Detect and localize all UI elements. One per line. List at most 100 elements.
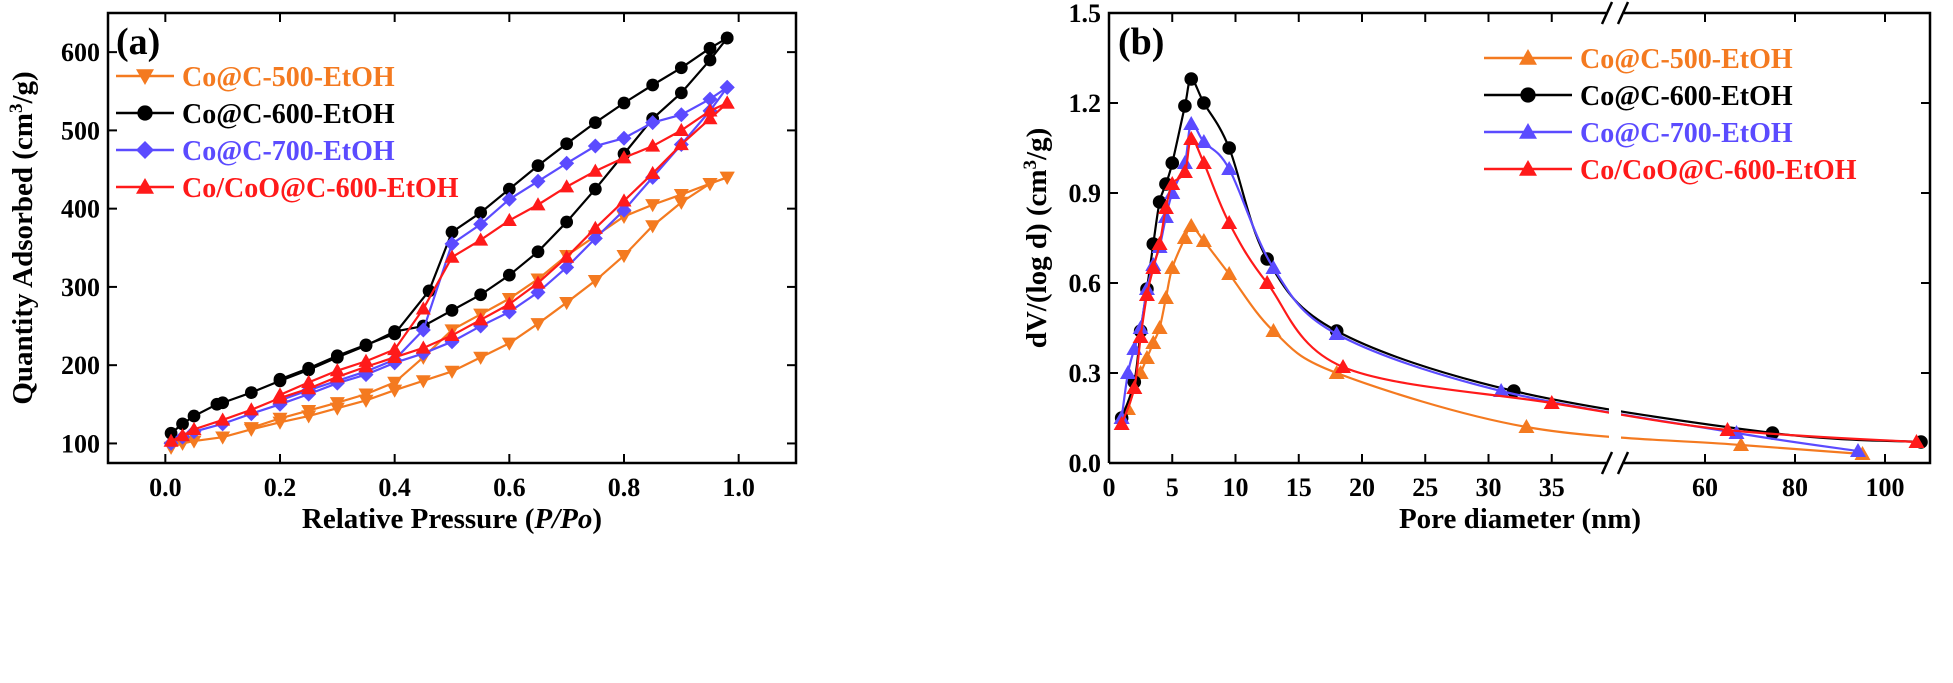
x-tick-label: 0.0 <box>149 473 182 502</box>
point-co-coo-c-600-etoh <box>329 363 345 377</box>
point-co-c-600-etoh <box>1197 96 1211 110</box>
point-co-c-500-etoh <box>645 199 661 213</box>
point-co-c-700-etoh <box>719 79 735 95</box>
point-co-c-500-etoh <box>501 337 517 351</box>
point-co-c-700-etoh <box>1157 209 1174 223</box>
point-co-c-500-etoh <box>186 435 202 449</box>
legend-label-co-coo-c-600-etoh: Co/CoO@C-600-EtOH <box>1580 155 1857 186</box>
point-co-c-600-etoh <box>502 268 516 282</box>
point-co-coo-c-600-etoh <box>1151 236 1168 250</box>
point-co-coo-c-600-etoh <box>719 95 735 109</box>
point-co-c-600-etoh <box>703 53 717 67</box>
point-co-coo-c-600-etoh <box>186 421 202 435</box>
point-co-c-700-etoh <box>1265 260 1282 274</box>
point-co-coo-c-600-etoh <box>559 179 575 193</box>
x-tick-label: 5 <box>1166 473 1179 502</box>
axis-break-slash <box>1600 1 1614 25</box>
point-co-c-600-etoh <box>674 61 688 75</box>
point-co-c-600-etoh <box>474 288 488 302</box>
point-co-coo-c-600-etoh <box>1176 164 1193 178</box>
point-co-coo-c-600-etoh <box>673 136 689 151</box>
panel-a-ylabel-sup: 3 <box>6 104 27 114</box>
point-co-c-500-etoh <box>215 431 231 445</box>
point-co-c-500-etoh <box>1145 335 1162 349</box>
point-co-c-600-etoh <box>588 116 602 129</box>
point-co-c-700-etoh <box>616 202 632 218</box>
point-co-coo-c-600-etoh <box>272 387 288 401</box>
point-co-c-700-etoh <box>415 322 431 338</box>
axis-break-slash <box>1616 1 1630 25</box>
point-co-coo-c-600-etoh <box>1908 434 1925 448</box>
point-co-c-700-etoh <box>673 107 689 123</box>
x-tick-label: 15 <box>1286 473 1312 502</box>
point-co-c-600-etoh <box>1184 72 1199 86</box>
y-tick-label: 1.2 <box>1069 89 1102 118</box>
legend-label-co-c-700-etoh: Co@C-700-EtOH <box>182 136 395 167</box>
point-co-coo-c-600-etoh <box>587 163 603 177</box>
legend-marker-co-c-600-etoh <box>137 105 153 121</box>
point-co-c-600-etoh <box>502 182 516 196</box>
point-co-c-500-etoh <box>673 196 689 210</box>
point-co-c-600-etoh <box>474 206 488 219</box>
panel-b-legend: Co@C-500-EtOH Co@C-600-EtOH Co@C-700-EtOH C… <box>1484 44 1857 186</box>
point-co-c-500-etoh <box>415 375 431 389</box>
axis-break-gap <box>1606 4 1624 22</box>
point-co-coo-c-600-etoh <box>1719 422 1736 436</box>
point-co-coo-c-600-etoh <box>645 165 661 180</box>
legend-marker-co-c-600-etoh <box>1520 87 1536 103</box>
point-co-c-700-etoh <box>702 91 718 107</box>
point-co-c-500-etoh <box>1518 419 1535 433</box>
point-co-coo-c-600-etoh <box>358 353 374 367</box>
point-co-coo-c-600-etoh <box>501 296 517 310</box>
point-co-c-600-etoh <box>302 361 316 375</box>
point-co-c-700-etoh <box>1176 155 1193 169</box>
x-tick-label: 0.8 <box>608 473 641 502</box>
point-co-c-600-etoh <box>1222 141 1236 155</box>
point-co-c-500-etoh <box>1176 230 1193 244</box>
point-co-coo-c-600-etoh <box>1183 131 1200 145</box>
x-tick-label: 0.6 <box>493 473 526 502</box>
point-co-c-600-etoh <box>273 372 287 386</box>
point-co-coo-c-600-etoh <box>387 342 403 356</box>
point-co-coo-c-600-etoh <box>243 402 259 416</box>
panel-a-xlabel-suffix: ) <box>592 503 602 535</box>
panel-b-label: (b) <box>1118 21 1164 63</box>
point-co-c-600-etoh <box>560 215 574 229</box>
axis-break-slash <box>1600 451 1614 475</box>
point-co-coo-c-600-etoh <box>1138 287 1155 301</box>
x-tick-label: 0.2 <box>264 473 297 502</box>
axis-break-gap <box>1606 454 1624 472</box>
panel-b-ylabel: dV/(log d) (cm3/g) <box>1020 128 1054 349</box>
panel-b-series <box>1113 72 1928 460</box>
point-co-c-700-etoh <box>1328 326 1345 340</box>
x-tick-label: 0 <box>1103 473 1116 502</box>
point-co-c-600-etoh <box>359 338 373 352</box>
line-adsorption-co-c-500-etoh <box>170 176 728 449</box>
point-co-c-500-etoh <box>1733 437 1749 451</box>
series-co-coo-c-600-etoh <box>163 95 735 447</box>
point-co-c-500-etoh <box>1221 266 1238 280</box>
panel-a-frame <box>106 11 798 465</box>
point-co-coo-c-600-etoh <box>702 103 718 117</box>
point-co-c-600-etoh <box>164 426 178 440</box>
point-co-c-600-etoh <box>617 96 631 110</box>
panel-a-ylabel-end: /g) <box>7 71 39 104</box>
panel-b-pore-distribution: 0 5 10 15 20 25 30 35 60 80 1000.00.30.60.91.21.5 … <box>1020 0 1932 535</box>
panel-a-ticks: 0.0 0.2 0.4 0.6 0.8 1.0 100 200 300 400 500 600 <box>61 13 796 502</box>
x-tick-label: 1.0 <box>722 473 755 502</box>
point-co-c-700-etoh <box>559 155 575 171</box>
panel-a-xlabel: Relative Pressure (P/Po) <box>302 503 602 535</box>
panel-a-isotherms: 0.0 0.2 0.4 0.6 0.8 1.0 100 200 300 400 500 600 (a)… <box>6 11 798 535</box>
point-co-coo-c-600-etoh <box>175 428 191 442</box>
point-co-c-500-etoh <box>329 397 345 411</box>
y-tick-label: 500 <box>61 116 100 145</box>
point-co-c-500-etoh <box>272 412 288 426</box>
point-co-c-500-etoh <box>645 220 661 234</box>
panel-b-ylabel-end: /g) <box>1021 128 1053 161</box>
point-co-c-600-etoh <box>187 409 201 423</box>
point-co-c-600-etoh <box>646 78 660 92</box>
point-co-c-500-etoh <box>1164 260 1181 274</box>
point-co-coo-c-600-etoh <box>1164 176 1181 190</box>
y-tick-label: 0.6 <box>1069 269 1102 298</box>
